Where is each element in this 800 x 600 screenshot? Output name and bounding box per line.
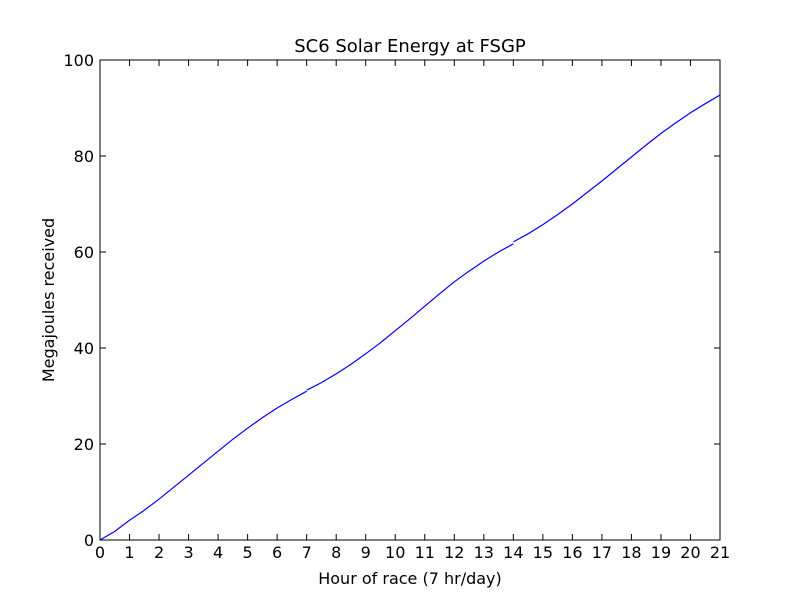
x-tick-label: 10 bbox=[385, 543, 405, 562]
x-tick-label: 14 bbox=[503, 543, 523, 562]
x-tick-label: 5 bbox=[243, 543, 253, 562]
y-tick-label: 40 bbox=[74, 339, 94, 358]
plot-frame bbox=[99, 59, 721, 541]
y-tick-label: 80 bbox=[74, 147, 94, 166]
x-tick-label: 9 bbox=[361, 543, 371, 562]
series-line-segment bbox=[99, 390, 307, 541]
x-axis-label: Hour of race (7 hr/day) bbox=[318, 569, 502, 588]
x-tick-label: 1 bbox=[124, 543, 134, 562]
x-tick-label: 11 bbox=[415, 543, 435, 562]
x-tick-label: 18 bbox=[621, 543, 641, 562]
y-tick-label: 60 bbox=[74, 243, 94, 262]
ticks-layer: 0 1 2 3 4 5 6 7 8 9 10 11 12 13 14 15 16 17 18 19 20 21020406… bbox=[63, 51, 730, 562]
series-layer bbox=[99, 94, 721, 541]
y-tick-label: 0 bbox=[84, 531, 94, 550]
x-tick-label: 17 bbox=[592, 543, 612, 562]
x-tick-label: 2 bbox=[154, 543, 164, 562]
y-tick-label: 20 bbox=[74, 435, 94, 454]
x-tick-label: 4 bbox=[213, 543, 223, 562]
x-tick-label: 13 bbox=[474, 543, 494, 562]
x-tick-label: 16 bbox=[562, 543, 582, 562]
y-tick-label: 100 bbox=[63, 51, 94, 70]
x-tick-label: 8 bbox=[331, 543, 341, 562]
x-tick-label: 3 bbox=[183, 543, 193, 562]
y-axis-label: Megajoules received bbox=[39, 218, 58, 382]
chart-title: SC6 Solar Energy at FSGP bbox=[294, 36, 526, 57]
x-tick-label: 12 bbox=[444, 543, 464, 562]
x-tick-label: 6 bbox=[272, 543, 282, 562]
series-line-segment bbox=[513, 94, 721, 243]
x-tick-label: 15 bbox=[533, 543, 553, 562]
x-tick-label: 20 bbox=[680, 543, 700, 562]
plot-area: 0 1 2 3 4 5 6 7 8 9 10 11 12 13 14 15 16 17 18 19 20 21020406… bbox=[63, 51, 730, 562]
x-tick-label: 0 bbox=[95, 543, 105, 562]
series-line-segment bbox=[306, 243, 514, 391]
x-tick-label: 19 bbox=[651, 543, 671, 562]
x-tick-label: 7 bbox=[302, 543, 312, 562]
x-tick-label: 21 bbox=[710, 543, 730, 562]
